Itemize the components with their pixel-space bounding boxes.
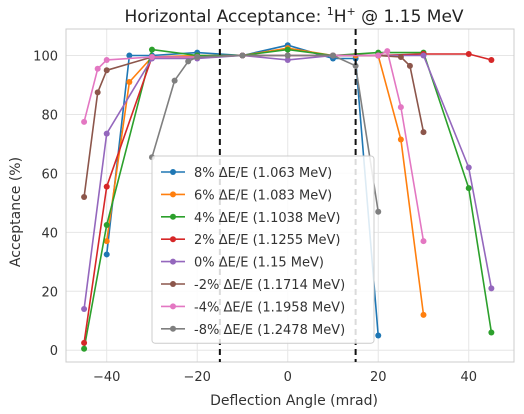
y-axis-label: Acceptance (%): [8, 157, 24, 267]
data-point: [94, 65, 101, 72]
data-point: [239, 52, 246, 59]
data-point: [148, 53, 155, 60]
legend-entry: 0% ΔE/E (1.15 MeV): [194, 256, 324, 271]
data-point: [352, 62, 359, 69]
legend-entry: -2% ΔE/E (1.1714 MeV): [194, 278, 345, 293]
data-point: [103, 251, 110, 258]
legend-swatch-marker: [170, 258, 176, 265]
data-point: [420, 129, 427, 136]
data-point: [397, 53, 404, 60]
data-point: [148, 46, 155, 53]
data-point: [126, 79, 133, 86]
x-tick-label: 20: [370, 370, 387, 385]
plot-frame: [65, 28, 515, 363]
data-point: [465, 51, 472, 58]
data-point: [81, 339, 88, 346]
legend-swatch-marker: [170, 303, 176, 310]
data-point: [185, 58, 192, 65]
legend-entry: 4% ΔE/E (1.1038 MeV): [194, 211, 340, 226]
data-point: [488, 285, 495, 292]
data-point: [94, 89, 101, 96]
legend-entry: -4% ΔE/E (1.1958 MeV): [194, 300, 345, 315]
y-tick-label: 0: [50, 344, 58, 359]
data-point: [465, 164, 472, 171]
data-point: [81, 193, 88, 200]
legend-swatch-marker: [170, 236, 176, 243]
legend-box: [151, 155, 375, 344]
x-tick-label: 40: [460, 370, 477, 385]
legend-swatch-marker: [170, 325, 176, 332]
y-tick-label: 40: [41, 226, 58, 241]
data-point: [420, 238, 427, 245]
legend-swatch-marker: [170, 213, 176, 220]
legend-entry: 8% ΔE/E (1.063 MeV): [194, 166, 332, 181]
data-point: [420, 311, 427, 318]
data-point: [103, 130, 110, 137]
legend-entry: -8% ΔE/E (1.2478 MeV): [194, 323, 345, 338]
data-point: [420, 52, 427, 59]
y-tick-label: 20: [41, 285, 58, 300]
data-point: [103, 221, 110, 228]
data-point: [284, 46, 291, 53]
legend-swatch-marker: [170, 191, 176, 198]
data-point: [81, 345, 88, 352]
chart-title: Horizontal Acceptance: 1H+ @ 1.15 MeV: [124, 5, 463, 27]
legend-entry: 6% ΔE/E (1.083 MeV): [194, 188, 332, 203]
data-point: [465, 185, 472, 192]
legend-swatch-marker: [170, 281, 176, 287]
x-tick-label: −40: [93, 370, 120, 385]
legend-entry: 2% ΔE/E (1.1255 MeV): [194, 233, 340, 248]
x-tick-label: −20: [184, 370, 211, 385]
data-point: [488, 56, 495, 63]
data-point: [375, 332, 382, 339]
x-tick-label: 0: [284, 370, 292, 385]
data-point: [284, 56, 291, 63]
data-point: [103, 56, 110, 63]
legend-swatch-marker: [170, 169, 176, 175]
data-point: [329, 52, 336, 59]
data-point: [81, 118, 88, 125]
data-point: [397, 104, 404, 111]
legend: 8% ΔE/E (1.063 MeV) 6% ΔE/E (1.083 MeV) 4%…: [151, 155, 375, 344]
plot-area: −40 −20 0 20 40 0 20 40 60 80 100 8% ΔE/E (1.063 Me…: [33, 28, 515, 385]
data-point: [103, 183, 110, 190]
data-point: [375, 52, 382, 59]
data-point: [488, 329, 495, 336]
data-point: [103, 238, 110, 245]
data-point: [375, 208, 382, 215]
data-point: [194, 53, 201, 60]
data-point: [397, 136, 404, 143]
y-tick-label: 100: [33, 50, 58, 65]
y-tick-label: 80: [41, 108, 58, 123]
y-tick-label: 60: [41, 167, 58, 182]
data-point: [81, 305, 88, 312]
data-point: [126, 52, 133, 59]
data-point: [284, 52, 291, 59]
x-axis-label: Deflection Angle (mrad): [210, 393, 378, 409]
data-point: [171, 77, 178, 84]
data-point: [384, 48, 391, 55]
data-point: [103, 67, 110, 74]
data-point: [406, 62, 413, 69]
